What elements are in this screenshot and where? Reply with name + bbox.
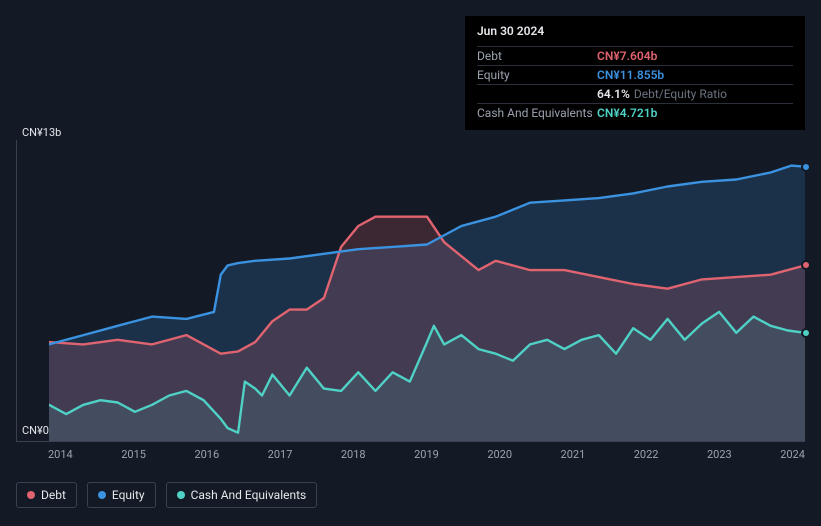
info-label: Cash And Equivalents: [477, 106, 597, 120]
info-label: Equity: [477, 68, 597, 82]
x-axis-tick: 2024: [780, 448, 805, 461]
chart-area[interactable]: [16, 140, 805, 442]
x-axis-labels: 2014 2015 2016 2017 2018 2019 2020 2021 2022 2023…: [48, 448, 805, 461]
x-axis-tick: 2021: [561, 448, 586, 461]
legend-item[interactable]: Equity: [87, 482, 156, 508]
legend-dot-icon: [98, 491, 106, 499]
x-axis-tick: 2022: [634, 448, 659, 461]
x-axis-tick: 2017: [268, 448, 293, 461]
chart-svg: [49, 140, 805, 442]
info-row: 64.1%Debt/Equity Ratio: [477, 84, 793, 103]
info-box: Jun 30 2024 DebtCN¥7.604bEquityCN¥11.855…: [465, 16, 805, 130]
x-axis-tick: 2015: [121, 448, 146, 461]
legend-item[interactable]: Cash And Equivalents: [166, 482, 318, 508]
info-rows: DebtCN¥7.604bEquityCN¥11.855b64.1%Debt/E…: [477, 46, 793, 122]
x-axis-tick: 2019: [414, 448, 439, 461]
info-value: 64.1%Debt/Equity Ratio: [597, 87, 727, 101]
series-end-marker: [801, 260, 811, 270]
info-label: [477, 87, 597, 101]
x-axis-tick: 2016: [194, 448, 219, 461]
legend-label: Debt: [41, 488, 66, 502]
legend-dot-icon: [27, 491, 35, 499]
legend-item[interactable]: Debt: [16, 482, 77, 508]
x-axis-tick: 2023: [707, 448, 732, 461]
x-axis-tick: 2014: [48, 448, 73, 461]
series-end-marker: [801, 328, 811, 338]
x-axis-tick: 2018: [341, 448, 366, 461]
x-axis-tick: 2020: [487, 448, 512, 461]
info-row: EquityCN¥11.855b: [477, 65, 793, 84]
legend-label: Equity: [112, 488, 145, 502]
info-value: CN¥11.855b: [597, 68, 664, 82]
series-end-marker: [801, 162, 811, 172]
legend: Debt Equity Cash And Equivalents: [16, 482, 317, 508]
info-date: Jun 30 2024: [477, 24, 793, 42]
info-label: Debt: [477, 49, 597, 63]
y-axis-label-top: CN¥13b: [22, 126, 61, 139]
info-sub: Debt/Equity Ratio: [634, 87, 727, 101]
info-value: CN¥4.721b: [597, 106, 657, 120]
legend-label: Cash And Equivalents: [191, 488, 307, 502]
info-row: DebtCN¥7.604b: [477, 46, 793, 65]
info-row: Cash And EquivalentsCN¥4.721b: [477, 103, 793, 122]
info-value: CN¥7.604b: [597, 49, 657, 63]
plot-region: [49, 140, 805, 442]
legend-dot-icon: [177, 491, 185, 499]
